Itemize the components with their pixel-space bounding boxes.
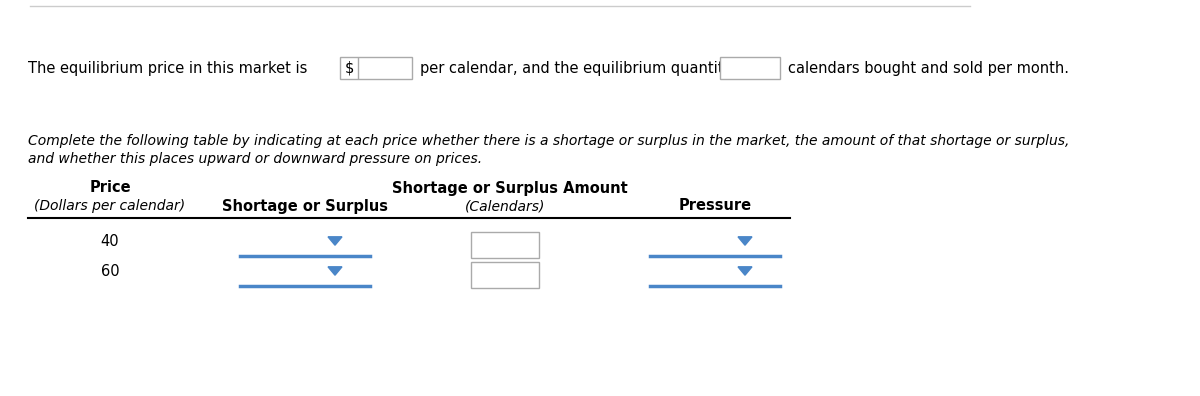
Polygon shape [328,267,342,275]
Polygon shape [738,267,752,275]
Bar [340,57,412,79]
Polygon shape [328,237,342,245]
Text: per calendar, and the equilibrium quantity is: per calendar, and the equilibrium quanti… [420,61,749,76]
Text: (Calendars): (Calendars) [464,199,545,213]
Text: The equilibrium price in this market is: The equilibrium price in this market is [28,61,307,76]
Text: $: $ [346,61,354,76]
Polygon shape [738,237,752,245]
Text: Shortage or Surplus Amount: Shortage or Surplus Amount [392,181,628,196]
Bar [470,232,539,258]
Text: (Dollars per calendar): (Dollars per calendar) [35,199,186,213]
Text: calendars bought and sold per month.: calendars bought and sold per month. [788,61,1069,76]
Bar [720,57,780,79]
Text: Complete the following table by indicating at each price whether there is a shor: Complete the following table by indicati… [28,134,1069,148]
Text: Price: Price [89,181,131,196]
Bar [470,262,539,288]
Text: Shortage or Surplus: Shortage or Surplus [222,198,388,213]
Text: and whether this places upward or downward pressure on prices.: and whether this places upward or downwa… [28,152,482,166]
Text: Pressure: Pressure [678,198,751,213]
Text: 40: 40 [101,234,119,249]
Text: 60: 60 [101,263,119,278]
